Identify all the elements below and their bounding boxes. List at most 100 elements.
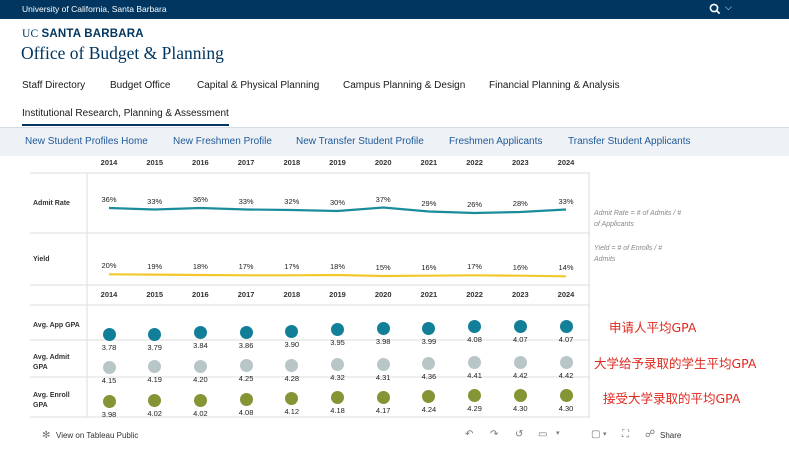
nav-staff-directory[interactable]: Staff Directory	[22, 80, 86, 91]
enroll-gpa-label-2018: 4.12	[284, 407, 300, 417]
enroll-gpa-dot-2017[interactable]	[239, 393, 253, 406]
tableau-viz: 2014 2015 2016 2017 2018 2019 2020 2021 2022 2023…	[0, 155, 789, 425]
year-header-mid-2023: 2023	[511, 290, 529, 299]
note-yield: Yield = # of Enrolls / # Admits	[594, 245, 663, 263]
year-header-top-2020: 2020	[374, 158, 392, 167]
enroll-gpa-dot-2016[interactable]	[193, 394, 207, 408]
share-button[interactable]: Share	[660, 431, 682, 440]
app-gpa-dot-2017[interactable]	[239, 325, 253, 339]
nav-capital-physical-planning[interactable]: Capital & Physical Planning	[197, 80, 320, 91]
enroll-gpa-dot-2019[interactable]	[331, 391, 344, 404]
row-label-admit-gpa: Avg. Admit GPA	[33, 354, 70, 371]
app-gpa-dot-2023[interactable]	[513, 319, 527, 333]
search-icon[interactable]	[709, 2, 721, 16]
yield-line[interactable]	[108, 273, 567, 278]
subnav-freshmen-profile[interactable]: New Freshmen Profile	[173, 136, 272, 147]
admit-gpa-label-2018: 4.28	[284, 373, 300, 383]
tableau-logo-icon: ✻	[42, 430, 51, 441]
app-gpa-label-2015: 3.79	[147, 342, 162, 352]
admit-gpa-dot-2019[interactable]	[331, 357, 344, 371]
app-gpa-label-2023: 4.07	[512, 334, 528, 344]
admit-gpa-dot-2023[interactable]	[513, 356, 527, 370]
share-icon[interactable]: ☍	[645, 429, 656, 440]
app-gpa-dot-2022[interactable]	[468, 319, 482, 333]
enroll-gpa-dot-2022[interactable]	[468, 388, 482, 402]
app-gpa-label-2019: 3.95	[330, 338, 345, 348]
yield-label-2024: 14%	[558, 263, 574, 273]
year-header-mid-2020: 2020	[374, 290, 392, 299]
admit-gpa-label-2020: 4.31	[375, 373, 391, 383]
present-icon[interactable]: ▢	[591, 429, 601, 440]
annotation-app-gpa: 申请人平均GPA	[609, 320, 697, 335]
admit-gpa-dot-2015[interactable]	[148, 360, 162, 374]
yield-label-2016: 18%	[192, 261, 208, 271]
nav-campus-planning-design[interactable]: Campus Planning & Design	[343, 80, 466, 91]
site-title[interactable]: Office of Budget & Planning	[21, 43, 224, 63]
pause-chevron-icon[interactable]: ▾	[556, 429, 560, 437]
enroll-gpa-dot-2021[interactable]	[422, 389, 436, 403]
fullscreen-icon[interactable]: ⛶	[622, 429, 629, 440]
subnav-profiles-home[interactable]: New Student Profiles Home	[25, 136, 148, 147]
enroll-gpa-label-2014: 3.98	[101, 410, 117, 419]
admit-gpa-dot-2021[interactable]	[422, 357, 436, 371]
subnav-transfer-applicants[interactable]: Transfer Student Applicants	[568, 136, 691, 147]
admit-gpa-dot-2014[interactable]	[102, 361, 116, 374]
view-on-tableau-link[interactable]: View on Tableau Public	[56, 431, 139, 440]
admit-rate-line[interactable]	[108, 206, 567, 215]
year-header-top-2019: 2019	[329, 158, 346, 167]
admit-gpa-dot-2024[interactable]	[559, 356, 573, 370]
yield-label-2020: 15%	[375, 263, 391, 272]
redo-icon[interactable]: ↷	[490, 429, 499, 440]
enroll-gpa-dot-2018[interactable]	[285, 392, 299, 406]
admit-gpa-label-2015: 4.19	[147, 375, 162, 385]
year-header-mid-2021: 2021	[420, 290, 438, 299]
university-link[interactable]: University of California, Santa Barbara	[22, 4, 167, 14]
app-gpa-dot-2018[interactable]	[285, 324, 299, 338]
yield-label-2023: 16%	[512, 262, 528, 272]
enroll-gpa-label-2021: 4.24	[421, 404, 437, 414]
admit-gpa-dot-2017[interactable]	[239, 359, 253, 373]
year-header-top-2017: 2017	[237, 158, 255, 167]
subnav-freshmen-applicants[interactable]: Freshmen Applicants	[449, 136, 543, 147]
nav-budget-office[interactable]: Budget Office	[110, 80, 171, 91]
app-gpa-dot-2014[interactable]	[102, 328, 116, 341]
app-gpa-dot-2015[interactable]	[148, 327, 162, 341]
admit-gpa-dot-2022[interactable]	[468, 356, 482, 370]
yield-label-2017: 17%	[238, 262, 254, 272]
nav-institutional-research[interactable]: Institutional Research, Planning & Asses…	[22, 108, 229, 119]
enroll-gpa-dot-2023[interactable]	[513, 388, 527, 402]
note-admit-rate: Admit Rate = # of Admits / # of Applicant…	[594, 210, 682, 228]
app-gpa-dot-2019[interactable]	[331, 323, 344, 337]
top-bar: University of California, Santa Barbara …	[0, 0, 789, 19]
admit-gpa-dot-2018[interactable]	[285, 358, 299, 372]
revert-icon[interactable]: ↺	[515, 429, 524, 440]
chevron-down-icon[interactable]: ⌵	[725, 3, 732, 13]
brand-campus[interactable]: UC SANTA BARBARA	[22, 28, 144, 40]
undo-icon[interactable]: ↶	[465, 429, 474, 440]
year-header-top-2018: 2018	[283, 158, 301, 167]
nav-financial-planning-analysis[interactable]: Financial Planning & Analysis	[489, 80, 620, 91]
enroll-gpa-dot-2015[interactable]	[148, 394, 162, 408]
enroll-gpa-label-2017: 4.08	[238, 408, 254, 417]
admit-rate-label-2022: 26%	[467, 200, 483, 209]
enroll-gpa-label-2022: 4.29	[467, 403, 482, 413]
app-gpa-label-2014: 3.78	[101, 343, 117, 352]
admit-gpa-dot-2016[interactable]	[193, 360, 207, 374]
enroll-gpa-label-2024: 4.30	[558, 403, 574, 413]
app-gpa-dot-2016[interactable]	[193, 326, 207, 340]
year-header-mid-2022: 2022	[466, 290, 483, 299]
enroll-gpa-dot-2020[interactable]	[376, 391, 390, 405]
enroll-gpa-label-2019: 4.18	[330, 406, 345, 415]
subnav-transfer-profile[interactable]: New Transfer Student Profile	[296, 136, 424, 147]
app-gpa-dot-2024[interactable]	[559, 319, 573, 333]
enroll-gpa-dot-2014[interactable]	[102, 395, 116, 408]
enroll-gpa-dot-2024[interactable]	[559, 388, 573, 402]
admit-gpa-dot-2020[interactable]	[376, 358, 390, 372]
app-gpa-dot-2021[interactable]	[422, 322, 436, 336]
pause-icon[interactable]: ▭	[538, 429, 548, 440]
yield-label-2022: 17%	[467, 262, 483, 272]
present-chevron-icon[interactable]: ▾	[603, 430, 607, 438]
app-gpa-label-2022: 4.08	[467, 334, 482, 344]
app-gpa-dot-2020[interactable]	[376, 322, 390, 336]
enroll-gpa-label-2020: 4.17	[375, 406, 391, 416]
